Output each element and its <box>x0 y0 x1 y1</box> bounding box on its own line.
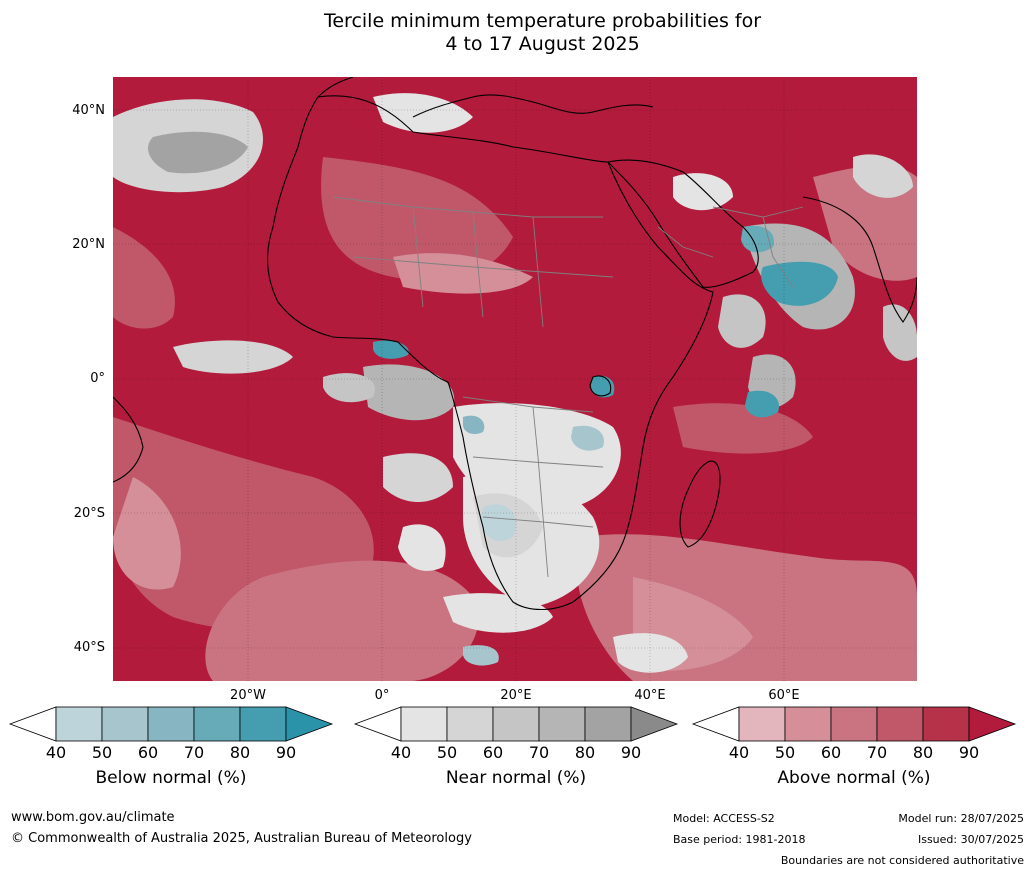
below-normal-segment-5 <box>239 706 287 742</box>
colorbar-near-normal-svg <box>353 706 679 742</box>
near-normal-tick-70: 70 <box>528 743 550 762</box>
below-normal-tick-60: 60 <box>137 743 159 762</box>
footer-model: Model: ACCESS-S2 <box>673 812 775 825</box>
map-title: Tercile minimum temperature probabilitie… <box>0 10 1035 56</box>
footer-copyright: © Commonwealth of Australia 2025, Austra… <box>11 831 472 846</box>
above-normal-tick-80: 80 <box>912 743 934 762</box>
lat-label-20s: 20°S <box>73 506 105 521</box>
colorbar-near-normal <box>353 706 679 742</box>
title-line-2: 4 to 17 August 2025 <box>445 33 640 55</box>
near-normal-extension-low <box>353 706 402 742</box>
near-normal-tick-80: 80 <box>574 743 596 762</box>
above-normal-segment-4 <box>876 706 924 742</box>
footer-url[interactable]: www.bom.gov.au/climate <box>11 810 175 825</box>
below-normal-extension-high <box>285 706 334 742</box>
above-normal-segment-5 <box>922 706 970 742</box>
footer-issued: Issued: 30/07/2025 <box>917 833 1024 846</box>
below-normal-tick-70: 70 <box>183 743 205 762</box>
lon-label-40e: 40°E <box>634 688 666 703</box>
below-normal-patches <box>373 225 838 666</box>
above-normal-tick-70: 70 <box>866 743 888 762</box>
footer-disclaimer: Boundaries are not considered authoritat… <box>780 854 1024 867</box>
above-normal-segment-1 <box>738 706 786 742</box>
above-normal-tick-50: 50 <box>774 743 796 762</box>
colorbar-above-normal <box>691 706 1017 742</box>
below-normal-tick-90: 90 <box>275 743 297 762</box>
lon-label-60e: 60°E <box>768 688 800 703</box>
below-normal-tick-80: 80 <box>229 743 251 762</box>
colorbar-above-normal-svg <box>691 706 1017 742</box>
colorbar-below-normal-svg <box>8 706 334 742</box>
coastlines <box>113 77 917 610</box>
graticule <box>113 77 917 681</box>
near-normal-segment-2 <box>446 706 494 742</box>
above-normal-tick-40: 40 <box>728 743 750 762</box>
lon-label-20w: 20°W <box>230 688 266 703</box>
near-normal-tick-40: 40 <box>390 743 412 762</box>
near-normal-tick-90: 90 <box>620 743 642 762</box>
national-borders <box>332 196 804 578</box>
colorbar-below-normal-title: Below normal (%) <box>95 768 247 788</box>
below-normal-segment-4 <box>193 706 241 742</box>
below-normal-extension-low <box>8 706 57 742</box>
lon-label-20e: 20°E <box>500 688 532 703</box>
below-normal-segment-1 <box>55 706 103 742</box>
below-normal-segment-3 <box>147 706 195 742</box>
above-normal-extension-low <box>691 706 740 742</box>
above-normal-tick-60: 60 <box>820 743 842 762</box>
below-normal-segment-2 <box>101 706 149 742</box>
lat-label-0: 0° <box>90 371 105 386</box>
footer-base-period: Base period: 1981-2018 <box>673 833 806 846</box>
above-normal-segment-3 <box>830 706 878 742</box>
lat-label-40n: 40°N <box>72 103 105 118</box>
near-normal-segment-1 <box>400 706 448 742</box>
near-normal-segment-4 <box>538 706 586 742</box>
near-normal-segment-5 <box>584 706 632 742</box>
colorbar-near-normal-title: Near normal (%) <box>445 768 587 788</box>
probability-map <box>113 77 917 681</box>
near-normal-tick-50: 50 <box>436 743 458 762</box>
below-normal-tick-40: 40 <box>45 743 67 762</box>
lat-label-40s: 40°S <box>73 640 105 655</box>
near-normal-segment-3 <box>492 706 540 742</box>
map-canvas <box>113 77 917 681</box>
footer-model-run: Model run: 28/07/2025 <box>898 812 1024 825</box>
near-normal-tick-60: 60 <box>482 743 504 762</box>
above-normal-tick-90: 90 <box>958 743 980 762</box>
lon-label-0: 0° <box>374 688 390 703</box>
title-line-1: Tercile minimum temperature probabilitie… <box>323 10 762 32</box>
below-normal-tick-50: 50 <box>91 743 113 762</box>
lat-label-20n: 20°N <box>72 237 105 252</box>
colorbar-below-normal <box>8 706 334 742</box>
colorbar-above-normal-title: Above normal (%) <box>777 768 931 788</box>
above-normal-segment-2 <box>784 706 832 742</box>
near-normal-extension-high <box>630 706 679 742</box>
above-normal-extension-high <box>968 706 1017 742</box>
